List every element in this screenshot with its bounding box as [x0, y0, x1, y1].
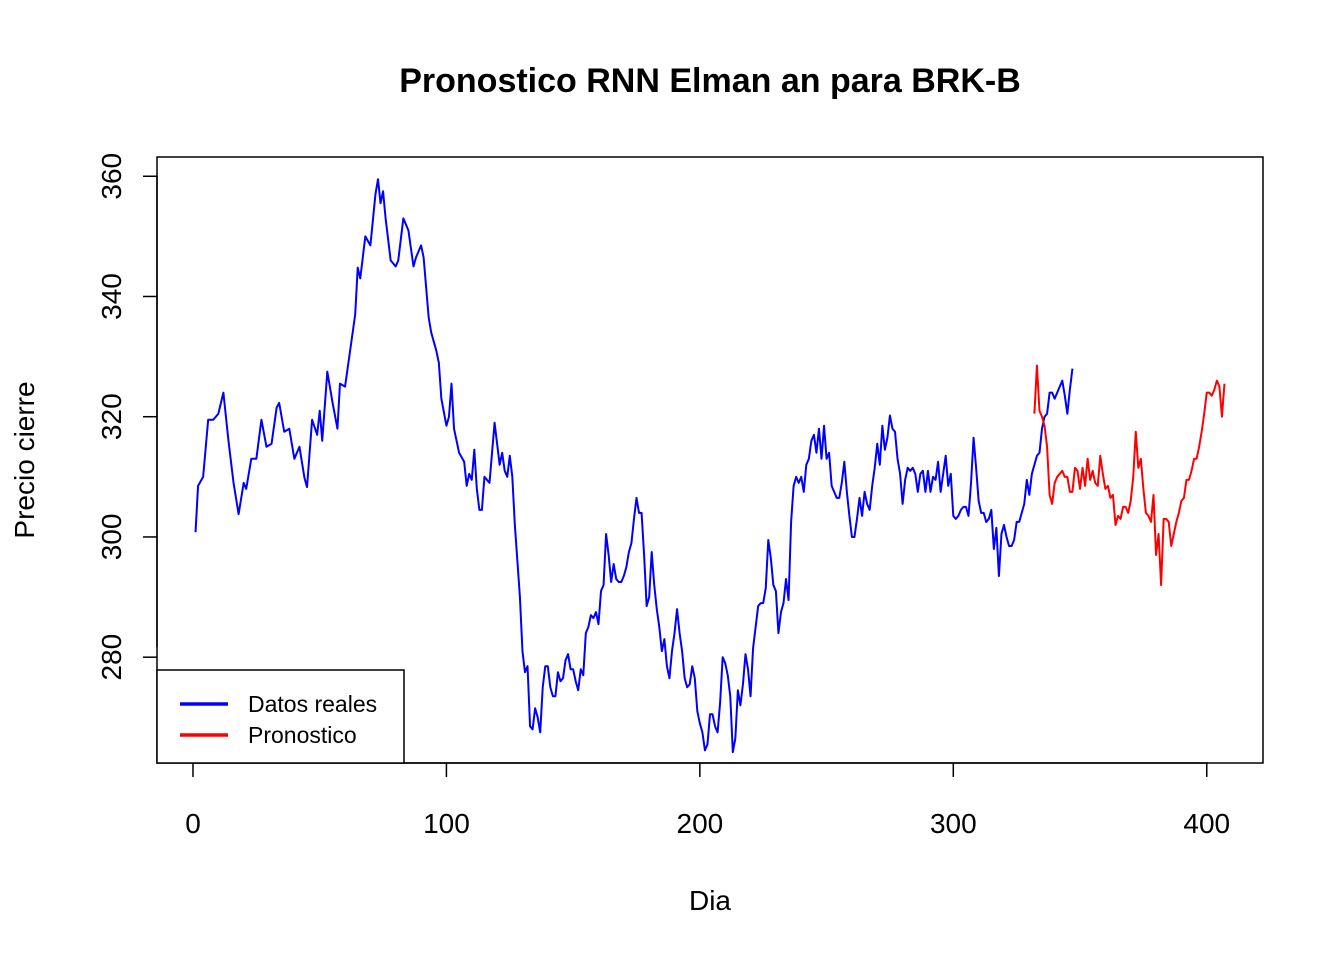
legend-box — [156, 669, 405, 764]
x-tick-label-300: 300 — [930, 808, 977, 839]
x-tick-label-200: 200 — [677, 808, 724, 839]
legend-label-datos-reales: Datos reales — [248, 691, 377, 717]
x-tick-label-100: 100 — [423, 808, 470, 839]
legend: Datos reales Pronostico — [156, 669, 405, 764]
x-tick-label-400: 400 — [1183, 808, 1230, 839]
y-tick-label-300: 300 — [96, 514, 127, 561]
y-tick-label-360: 360 — [96, 153, 127, 200]
x-tick-label-0: 0 — [185, 808, 201, 839]
x-axis-label: Dia — [689, 885, 731, 916]
y-tick-label-320: 320 — [96, 393, 127, 440]
chart-title: Pronostico RNN Elman an para BRK-B — [399, 62, 1021, 100]
y-tick-label-340: 340 — [96, 273, 127, 320]
y-axis: 280 300 320 340 360 — [96, 153, 158, 681]
series-line-pronostico — [1033, 364, 1226, 587]
y-tick-label-280: 280 — [96, 634, 127, 681]
x-axis: 0 100 200 300 400 — [185, 762, 1230, 839]
legend-label-pronostico: Pronostico — [248, 722, 357, 748]
series-line-datos-reales — [194, 178, 1074, 754]
y-axis-label: Precio cierre — [9, 381, 40, 538]
series-layer — [194, 178, 1226, 754]
